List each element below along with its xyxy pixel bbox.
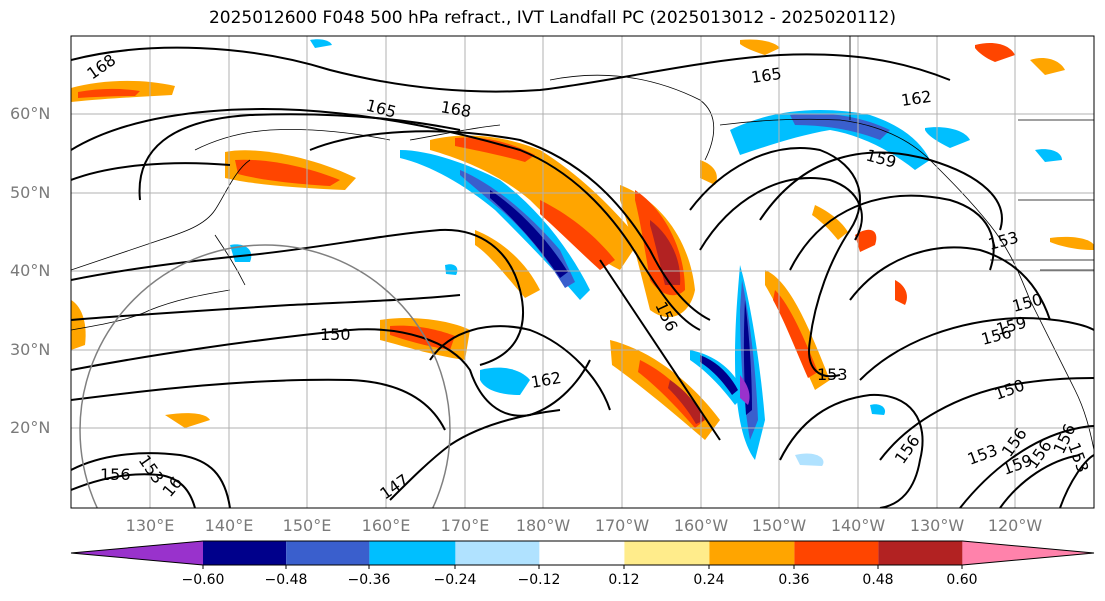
map-frame	[70, 35, 1095, 509]
colorbar-tick-label: −0.60	[181, 572, 225, 588]
lat-label: 30°N	[10, 340, 51, 359]
colorbar-tick-label: −0.24	[433, 572, 477, 588]
colorbar-segment	[71, 541, 203, 565]
colorbar-tick-label: 0.60	[946, 572, 978, 588]
coastlines	[71, 36, 1094, 451]
lon-label: 170°E	[440, 516, 490, 535]
lon-label: 150°E	[282, 516, 332, 535]
lon-label: 120°W	[987, 516, 1043, 535]
contour-label: 156	[100, 465, 131, 484]
negative-anomaly-shading	[230, 39, 1062, 466]
colorbar-segment	[878, 541, 963, 565]
lon-label: 130°W	[909, 516, 965, 535]
lat-label: 20°N	[10, 418, 51, 437]
colorbar-segment	[455, 541, 540, 565]
colorbar-segment	[203, 541, 287, 565]
colorbar-tick-label: −0.36	[347, 572, 391, 588]
lat-label: 50°N	[10, 183, 51, 202]
lat-label: 60°N	[10, 104, 51, 123]
lon-label: 140°W	[830, 516, 886, 535]
lon-label: 170°W	[594, 516, 650, 535]
colorbar-tick-label: 0.48	[862, 572, 894, 588]
colorbar-tick-label: −0.12	[517, 572, 561, 588]
colorbar-segment	[709, 541, 795, 565]
lon-label: 140°E	[204, 516, 254, 535]
colorbar-segment	[962, 541, 1094, 565]
colorbar-segment	[286, 541, 370, 565]
colorbar-tick-label: 0.36	[778, 572, 810, 588]
colorbar-segment	[369, 541, 456, 565]
lon-label: 150°W	[751, 516, 807, 535]
range-ring	[79, 244, 451, 508]
colorbar	[70, 540, 1095, 569]
height-contours	[71, 46, 1094, 508]
map-background	[71, 36, 1094, 508]
lon-label: 130°E	[125, 516, 175, 535]
colorbar-segment	[794, 541, 879, 565]
lon-label: 180°W	[515, 516, 571, 535]
colorbar-segment	[539, 541, 625, 565]
lat-lon-grid	[71, 36, 1094, 508]
contour-label: 162	[900, 87, 933, 110]
lon-label: 160°E	[361, 516, 411, 535]
colorbar-tick-label: 0.12	[608, 572, 640, 588]
contour-label: 165	[750, 64, 783, 87]
colorbar-segment	[624, 541, 710, 565]
positive-anomaly-shading	[71, 39, 1094, 440]
lat-label: 40°N	[10, 261, 51, 280]
colorbar-tick-label: −0.48	[264, 572, 308, 588]
contour-label: 150	[320, 325, 351, 344]
lon-label: 160°W	[673, 516, 729, 535]
colorbar-tick-label: 0.24	[693, 572, 725, 588]
map-title: 2025012600 F048 500 hPa refract., IVT La…	[208, 8, 896, 28]
contour-label: 153	[817, 365, 848, 384]
